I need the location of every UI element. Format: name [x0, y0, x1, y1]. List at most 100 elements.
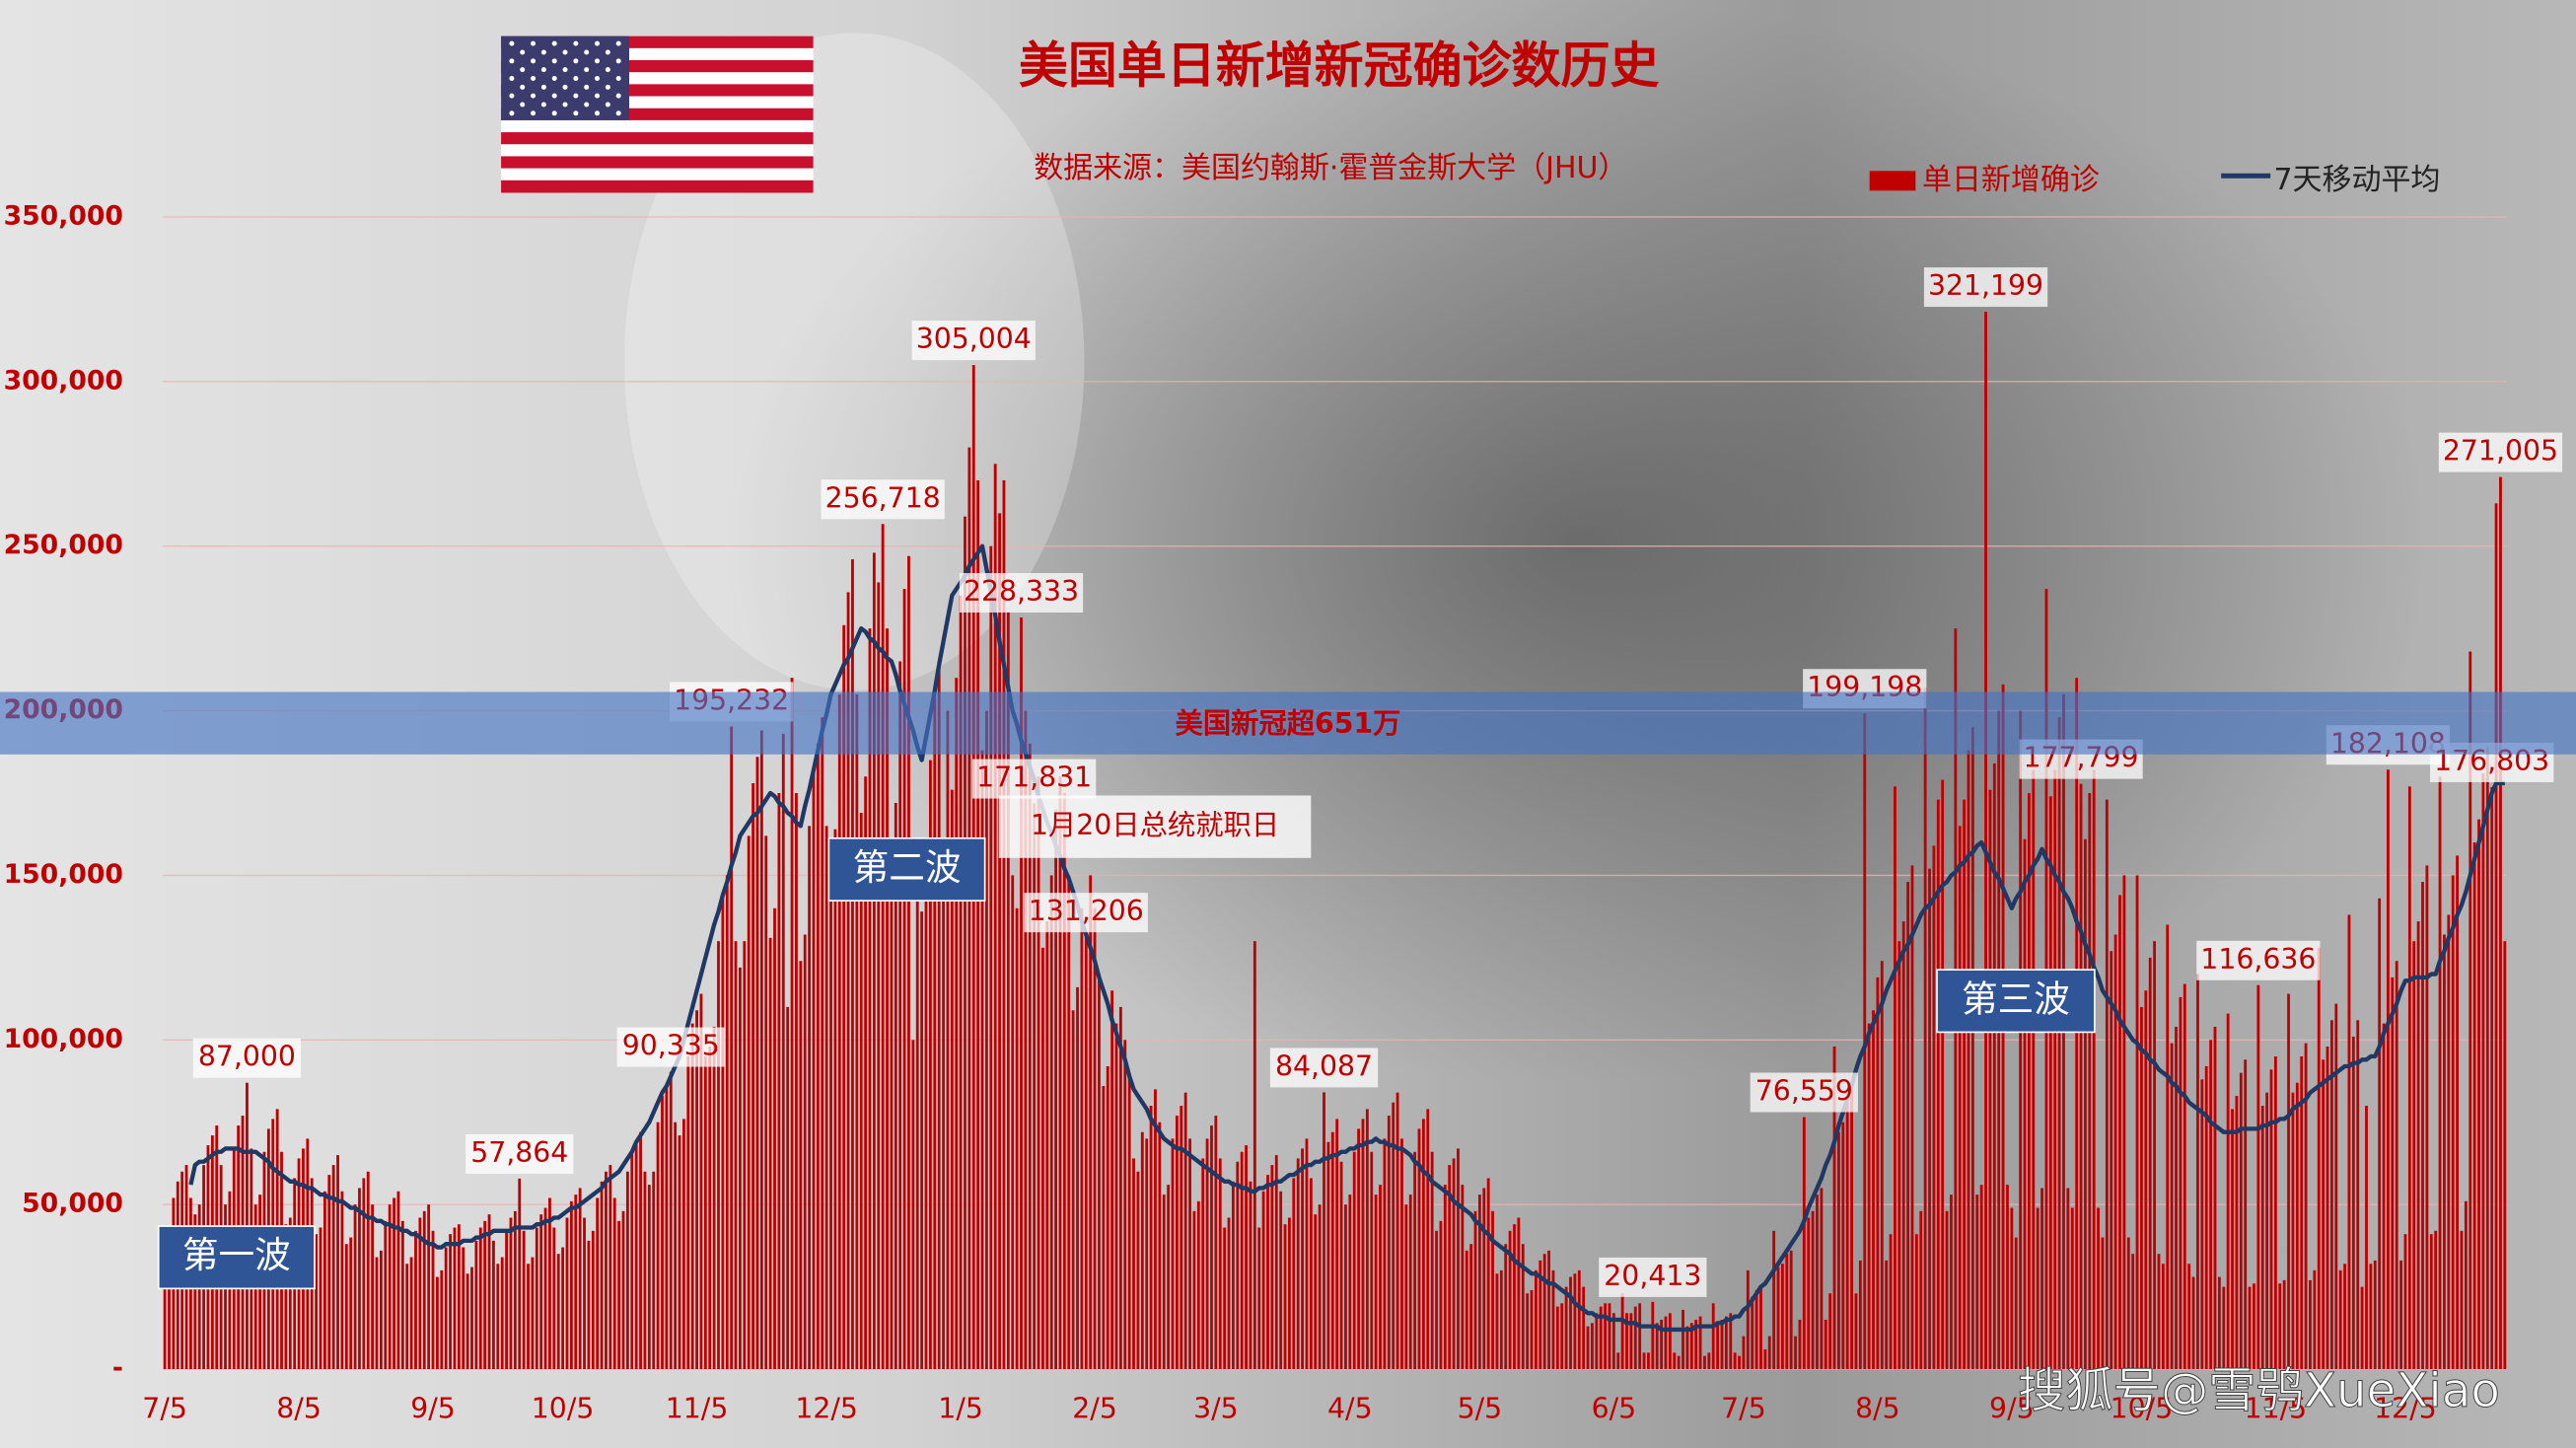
- bar: [1188, 1138, 1191, 1370]
- bar: [652, 1171, 656, 1370]
- flag-star: [509, 110, 515, 116]
- bar: [587, 1240, 591, 1370]
- bar: [2499, 476, 2502, 1370]
- bar: [2490, 786, 2494, 1370]
- bar: [2287, 993, 2290, 1370]
- bar: [877, 582, 881, 1370]
- bar: [907, 555, 910, 1370]
- bar: [2079, 783, 2083, 1370]
- bar: [1426, 1109, 1430, 1370]
- bar: [1465, 1250, 1468, 1370]
- flag-star: [615, 58, 621, 64]
- bar: [2157, 1254, 2161, 1370]
- bar: [2269, 1069, 2273, 1370]
- bar: [816, 743, 820, 1370]
- bar: [1417, 1128, 1421, 1370]
- bar: [2295, 1082, 2299, 1370]
- bar: [422, 1210, 426, 1370]
- bar: [284, 1224, 288, 1370]
- bar: [1910, 865, 1914, 1370]
- bar: [902, 589, 906, 1370]
- bar: [2161, 1264, 2165, 1370]
- bar: [612, 1197, 616, 1370]
- bar: [322, 1191, 326, 1370]
- flag-star: [531, 93, 537, 99]
- bar: [470, 1267, 473, 1370]
- bar: [1006, 612, 1010, 1370]
- bar: [1963, 799, 1967, 1370]
- bar: [1858, 1260, 1862, 1370]
- flag-star: [562, 102, 568, 108]
- flag-star: [605, 49, 610, 55]
- bar: [1110, 990, 1114, 1370]
- bar: [2048, 796, 2052, 1370]
- bar: [2477, 819, 2480, 1370]
- bar: [2304, 1043, 2308, 1370]
- annotation: 第一波: [182, 1234, 291, 1276]
- bar: [1504, 1244, 1508, 1370]
- bar: [1776, 1267, 1780, 1370]
- bar: [1733, 1352, 1737, 1370]
- bar: [1604, 1303, 1608, 1370]
- bar: [1535, 1269, 1538, 1370]
- bar: [989, 545, 993, 1370]
- bar: [2253, 1283, 2255, 1370]
- flag-star: [540, 49, 546, 55]
- bar: [674, 1122, 678, 1370]
- bar: [1392, 1102, 1395, 1370]
- bar: [1772, 1230, 1776, 1370]
- bar: [2460, 1230, 2464, 1370]
- bar: [513, 1210, 517, 1370]
- bar: [1923, 688, 1927, 1370]
- bar: [349, 1237, 353, 1370]
- bar: [414, 1230, 417, 1370]
- value-label-box: [1750, 1072, 1858, 1113]
- bar: [790, 678, 794, 1370]
- bar: [730, 726, 734, 1370]
- bar: [405, 1264, 409, 1370]
- bar: [1582, 1286, 1586, 1370]
- value-label: 171,831: [976, 761, 1092, 794]
- bar: [703, 1055, 707, 1370]
- bar: [327, 1175, 331, 1370]
- bar: [959, 595, 963, 1370]
- bar: [366, 1171, 370, 1370]
- bar: [1945, 1210, 1949, 1370]
- bar: [759, 730, 763, 1370]
- bar: [1452, 1158, 1456, 1370]
- bar: [1041, 947, 1044, 1370]
- bar: [2365, 1106, 2368, 1370]
- bar: [1547, 1250, 1550, 1370]
- bar: [2421, 882, 2424, 1370]
- bar: [591, 1230, 595, 1370]
- bar: [695, 1010, 698, 1370]
- bar: [998, 513, 1001, 1370]
- bar: [2006, 1185, 2009, 1370]
- bar: [1682, 1309, 1684, 1370]
- bar: [617, 1220, 621, 1370]
- bar: [1473, 1210, 1477, 1370]
- bar: [2182, 983, 2186, 1370]
- x-tick-label: 7/5: [1721, 1393, 1766, 1425]
- bar: [1664, 1316, 1668, 1370]
- bar: [522, 1230, 526, 1370]
- bar: [1967, 750, 1970, 1370]
- bar: [531, 1257, 535, 1370]
- bar: [2036, 1207, 2039, 1370]
- chart-title: 美国单日新增新冠确诊数历史: [1019, 36, 1660, 94]
- legend-swatch: [1869, 171, 1916, 191]
- bar: [436, 1276, 439, 1370]
- bar: [518, 1178, 522, 1370]
- bar: [1067, 875, 1071, 1370]
- bar: [2412, 941, 2416, 1370]
- bar: [1707, 1352, 1711, 1370]
- bar: [1586, 1326, 1590, 1370]
- value-label-box: [972, 759, 1097, 799]
- banner: [0, 691, 2576, 755]
- bar: [812, 769, 816, 1370]
- bar: [2282, 1279, 2286, 1370]
- bar: [1941, 779, 1945, 1370]
- value-label-box: [192, 1038, 302, 1078]
- bar: [1352, 1151, 1356, 1370]
- bar: [440, 1269, 444, 1370]
